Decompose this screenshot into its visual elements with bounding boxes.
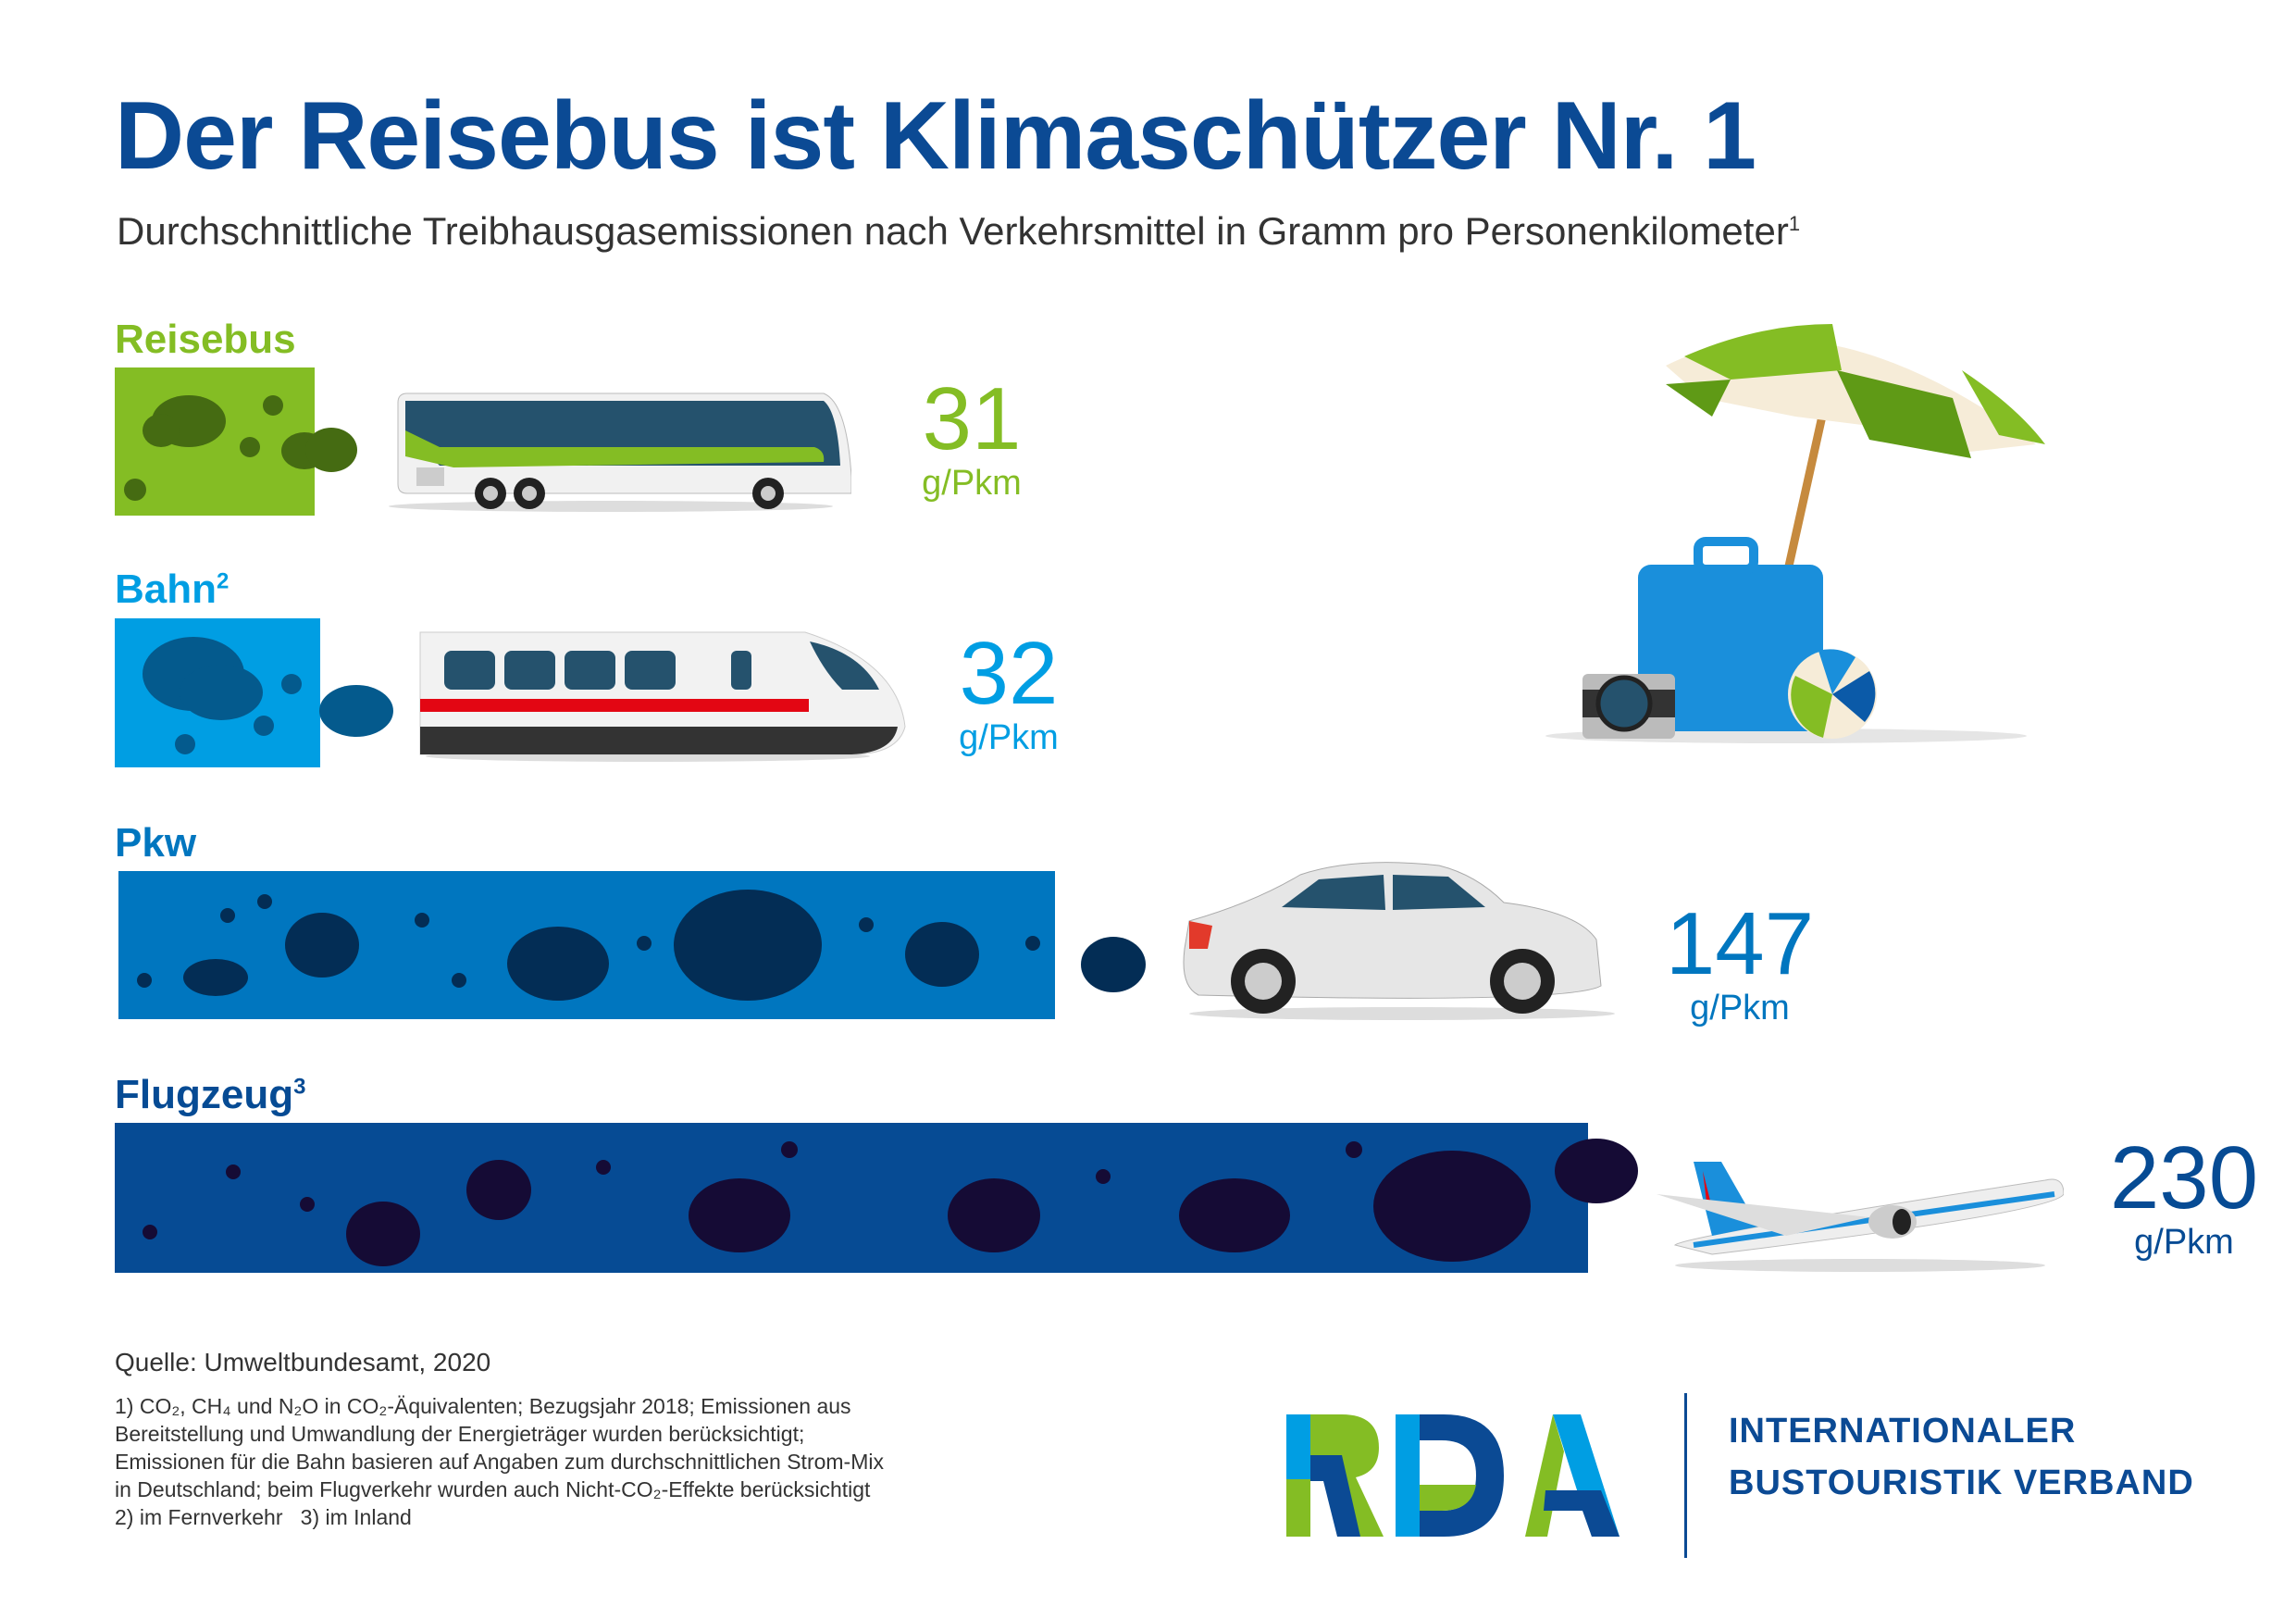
- value-group-pkw: 147 g/Pkm: [1643, 900, 1837, 1028]
- emission-value: 32: [959, 624, 1059, 723]
- footnote-line: Bereitstellung und Umwandlung der Energi…: [115, 1422, 805, 1446]
- coach-bus-icon: [370, 375, 852, 514]
- mode-label-reisebus: Reisebus: [115, 317, 296, 362]
- value-group-flugzeug: 230 g/Pkm: [2082, 1134, 2286, 1263]
- high-speed-train-icon: [416, 625, 907, 764]
- emission-value: 31: [922, 369, 1022, 468]
- footnote-line: 2) im Fernverkehr 3) im Inland: [115, 1505, 412, 1529]
- emission-value: 147: [1665, 894, 1815, 993]
- footnote-line: in Deutschland; beim Flugverkehr wurden …: [115, 1477, 871, 1501]
- exhaust-puff-bahn: [319, 685, 393, 737]
- emission-unit: g/Pkm: [2134, 1223, 2234, 1262]
- page-subtitle: Durchschnittliche Treibhausgasemissionen…: [117, 209, 1801, 253]
- exhaust-puff-reisebus: [305, 428, 357, 472]
- page-title: Der Reisebus ist Klimaschützer Nr. 1: [115, 82, 1756, 190]
- value-group-reisebus: 31 g/Pkm: [879, 375, 1064, 504]
- rda-logo: [1286, 1414, 1620, 1537]
- mode-label-pkw: Pkw: [115, 820, 197, 866]
- airplane-icon: [1657, 1106, 2065, 1273]
- emission-unit: g/Pkm: [922, 464, 1022, 503]
- organization-name: INTERNATIONALER BUSTOURISTIK VERBAND: [1729, 1412, 2194, 1502]
- emission-bar-flugzeug: [115, 1123, 1588, 1273]
- exhaust-puff-flugzeug: [1555, 1139, 1638, 1203]
- value-group-bahn: 32 g/Pkm: [916, 629, 1101, 758]
- mode-label-flugzeug: Flugzeug3: [115, 1072, 306, 1117]
- footnote-line: 1) CO₂, CH₄ und N₂O in CO₂-Äquivalenten;…: [115, 1394, 851, 1418]
- emission-bar-pkw: [118, 871, 1055, 1019]
- beach-umbrella-suitcase-icon: [1518, 315, 2054, 750]
- car-icon: [1171, 856, 1615, 1023]
- footnote-line: Emissionen für die Bahn basieren auf Ang…: [115, 1450, 884, 1474]
- emission-bar-bahn: [115, 618, 320, 767]
- emission-bar-reisebus: [115, 367, 315, 516]
- footnotes: 1) CO₂, CH₄ und N₂O in CO₂-Äquivalenten;…: [115, 1392, 1114, 1531]
- mode-label-bahn: Bahn2: [115, 567, 230, 612]
- source-citation: Quelle: Umweltbundesamt, 2020: [115, 1348, 491, 1376]
- logo-divider: [1684, 1393, 1687, 1558]
- exhaust-puff-pkw: [1081, 937, 1146, 992]
- emission-value: 230: [2109, 1128, 2259, 1227]
- emission-unit: g/Pkm: [959, 718, 1059, 757]
- emission-unit: g/Pkm: [1690, 989, 1790, 1027]
